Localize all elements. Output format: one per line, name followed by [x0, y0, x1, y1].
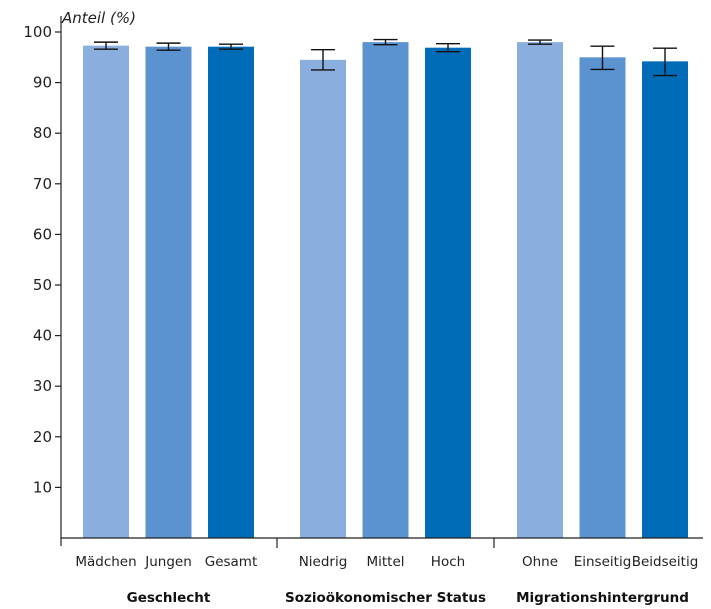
bar-einseitig: [579, 57, 626, 539]
bar-hoch: [425, 47, 471, 538]
category-label: Ohne: [522, 554, 558, 570]
bar-ohne: [517, 42, 563, 539]
bars: [83, 42, 688, 539]
bar-mittel: [362, 42, 409, 539]
y-tick-label: 80: [33, 124, 52, 142]
bar-jungen: [145, 46, 192, 538]
y-tick-label: 30: [33, 377, 52, 395]
error-bars: [94, 38, 677, 77]
group-label: Geschlecht: [127, 590, 211, 606]
y-tick-label: 100: [23, 23, 52, 41]
y-tick-label: 10: [33, 478, 52, 496]
y-tick-label: 90: [33, 74, 52, 92]
bar-gesamt: [208, 46, 254, 538]
category-label: Mädchen: [75, 554, 136, 570]
y-axis: 10 20 30 40 50 60 70 80 90 100: [23, 16, 62, 546]
category-label: Einseitig: [574, 554, 632, 570]
y-tick-label: 50: [33, 276, 52, 294]
category-label: Hoch: [431, 554, 465, 570]
category-labels: Mädchen Jungen Gesamt Niedrig Mittel Hoch Ohne…: [75, 554, 698, 570]
bar-beidseitig: [642, 61, 688, 539]
y-tick-label: 40: [33, 327, 52, 345]
y-tick-label: 70: [33, 175, 52, 193]
category-label: Jungen: [144, 554, 192, 570]
group-labels: Geschlecht Sozioökonomischer Status Migrat…: [127, 590, 689, 606]
category-label: Mittel: [366, 554, 404, 570]
category-label: Niedrig: [299, 554, 348, 570]
group-label: Migrationshintergrund: [516, 590, 689, 606]
group-label: Sozioökonomischer Status: [285, 590, 486, 606]
bar-niedrig: [300, 59, 346, 538]
y-axis-label: Anteil (%): [61, 9, 136, 27]
y-tick-label: 60: [33, 225, 52, 243]
y-tick-label: 20: [33, 428, 52, 446]
x-axis: [61, 537, 703, 548]
category-label: Beidseitig: [632, 554, 699, 570]
category-label: Gesamt: [205, 554, 258, 570]
bar-mädchen: [83, 45, 129, 539]
